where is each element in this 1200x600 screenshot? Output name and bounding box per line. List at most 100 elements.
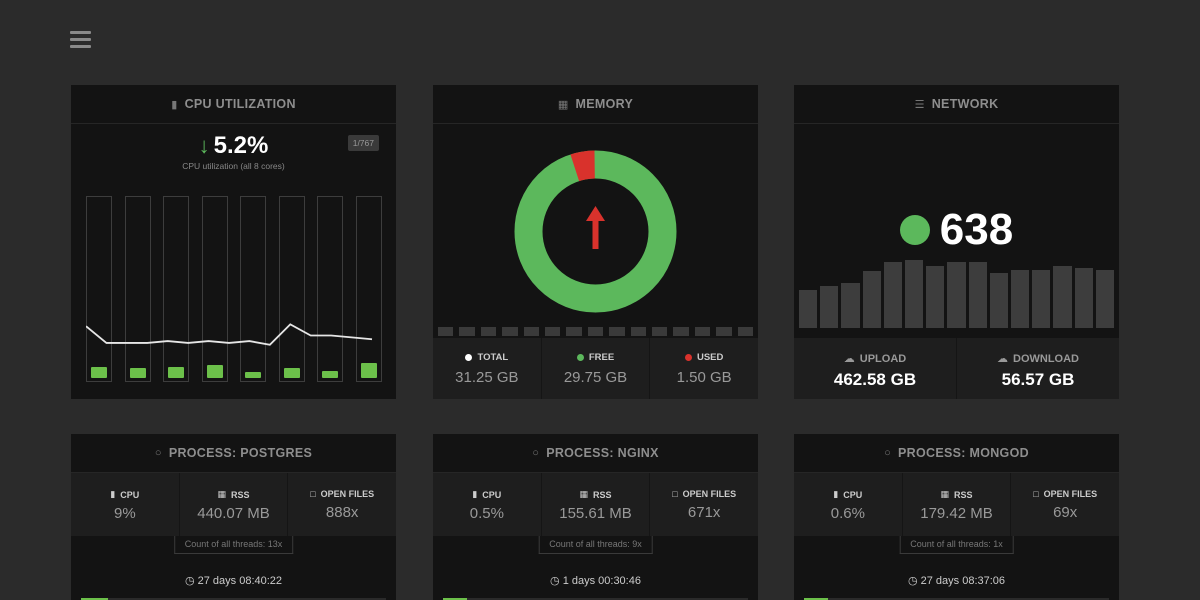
history-badge[interactable]: 1/767 xyxy=(347,135,379,151)
memory-used: USED 1.50 GB xyxy=(650,338,758,399)
uptime-value: 1 days 00:30:46 xyxy=(562,575,641,587)
stat-label: CPU xyxy=(843,489,863,500)
card-title: MEMORY xyxy=(575,97,634,111)
thread-count: Count of all threads: 9x xyxy=(538,536,653,554)
process-uptime: ◷ 27 days 08:37:06 xyxy=(794,574,1119,587)
stat-value: 888x xyxy=(325,504,359,521)
network-bar xyxy=(926,265,945,328)
process-cpu: ▮ CPU 0.6% xyxy=(794,473,903,536)
stat-label: OPEN FILES xyxy=(682,489,737,499)
stat-value: 31.25 GB xyxy=(455,369,519,386)
cpu-core-fill xyxy=(129,367,146,378)
cpu-core-fill xyxy=(283,367,300,378)
network-bar xyxy=(1095,269,1115,328)
memory-stats: TOTAL 31.25 GB FREE 29.75 GB USED 1.50 G… xyxy=(433,338,758,399)
stat-value: 671x xyxy=(687,504,721,521)
cpu-core-column xyxy=(86,196,112,382)
process-uptime: ◷ 27 days 08:40:22 xyxy=(71,574,396,587)
cpu-trend-chart xyxy=(86,323,373,346)
cpu-core-column xyxy=(356,196,382,382)
memory-tick xyxy=(737,327,754,336)
process-open-files: □ OPEN FILES 888x xyxy=(288,473,396,536)
network-bar xyxy=(1074,268,1093,328)
white-dot-icon xyxy=(465,354,473,361)
network-list-icon: ☰ xyxy=(914,98,925,111)
stat-label: USED xyxy=(696,352,724,363)
cpu-core-column xyxy=(163,196,190,382)
memory-tick xyxy=(716,327,732,336)
process-rss: ▦ RSS 440.07 MB xyxy=(180,473,289,536)
thread-count: Count of all threads: 13x xyxy=(173,536,294,554)
stat-value: 155.61 MB xyxy=(559,505,632,522)
process-stats: ▮ CPU 0.6% ▦ RSS 179.42 MB □ OPEN FILES 69x xyxy=(794,473,1119,536)
folder-icon: □ xyxy=(310,489,316,499)
memory-tick xyxy=(566,327,582,336)
process-rss: ▦ RSS 155.61 MB xyxy=(542,473,651,536)
process-load-bar xyxy=(804,598,1109,600)
cpu-core-fill xyxy=(361,363,377,378)
process-load-fill xyxy=(81,598,109,600)
process-card-nginx: ○ PROCESS: NGINX ▮ CPU 0.5% ▦ RSS 155.61 MB … xyxy=(433,434,758,600)
cpu-core-column xyxy=(240,196,267,382)
stat-value: 0.6% xyxy=(830,505,865,522)
cloud-upload-icon: ☁ xyxy=(843,353,855,365)
network-bar xyxy=(1011,269,1030,328)
stat-label: UPLOAD xyxy=(859,352,907,365)
memory-total: TOTAL 31.25 GB xyxy=(433,338,542,399)
process-cpu: ▮ CPU 0.5% xyxy=(433,473,542,536)
process-load-bar xyxy=(81,598,386,600)
stat-value: 1.50 GB xyxy=(676,369,732,386)
folder-icon: □ xyxy=(1033,489,1039,499)
stat-value: 69x xyxy=(1053,504,1078,521)
stat-label: DOWNLOAD xyxy=(1013,352,1079,365)
network-bar xyxy=(968,262,987,328)
memory-free: FREE 29.75 GB xyxy=(542,338,651,399)
uptime-value: 27 days 08:40:22 xyxy=(197,575,283,587)
memory-tick xyxy=(438,327,454,336)
network-bar xyxy=(947,262,966,328)
card-header: ○ PROCESS: MONGOD xyxy=(794,434,1119,473)
stat-value: 440.07 MB xyxy=(197,505,270,522)
hamburger-menu-icon[interactable] xyxy=(70,31,91,49)
cpu-chip-icon: ▮ xyxy=(833,489,839,499)
process-stats: ▮ CPU 0.5% ▦ RSS 155.61 MB □ OPEN FILES 671x xyxy=(433,473,758,536)
clock-icon: ◷ xyxy=(184,575,195,587)
card-title: PROCESS: MONGOD xyxy=(898,446,1029,460)
stat-value: 29.75 GB xyxy=(563,369,628,386)
network-bar xyxy=(883,262,903,328)
cpu-utilization-card: ▮ CPU UTILIZATION ↓ 5.2% CPU utilization… xyxy=(71,85,396,399)
card-header: ☰ NETWORK xyxy=(794,85,1119,124)
memory-tick xyxy=(587,327,604,336)
process-card-mongod: ○ PROCESS: MONGOD ▮ CPU 0.6% ▦ RSS 179.42 MB… xyxy=(794,434,1119,600)
stat-value: 56.57 GB xyxy=(1001,370,1075,389)
circle-icon: ○ xyxy=(154,447,162,459)
card-header: ○ PROCESS: POSTGRES xyxy=(71,434,396,473)
network-upload: ☁ UPLOAD 462.58 GB xyxy=(794,338,957,399)
cloud-download-icon: ☁ xyxy=(997,353,1008,365)
memory-tick xyxy=(459,327,475,336)
stat-value: 462.58 GB xyxy=(833,370,917,389)
clock-icon: ◷ xyxy=(550,575,560,587)
memory-tick xyxy=(502,327,518,336)
cpu-chip-icon: ▮ xyxy=(171,98,178,111)
network-stats: ☁ UPLOAD 462.58 GB ☁ DOWNLOAD 56.57 GB xyxy=(794,338,1119,399)
card-title: PROCESS: POSTGRES xyxy=(168,446,313,460)
network-bar xyxy=(989,273,1009,328)
network-value: 638 xyxy=(939,205,1014,254)
process-load-fill xyxy=(443,598,468,600)
cpu-core-fill xyxy=(168,366,185,378)
stat-label: CPU xyxy=(482,489,502,500)
card-header: ▮ CPU UTILIZATION xyxy=(71,85,396,124)
process-rss: ▦ RSS 179.42 MB xyxy=(903,473,1012,536)
cpu-core-fill xyxy=(206,364,223,378)
stat-label: RSS xyxy=(231,489,250,500)
card-header: ▦ MEMORY xyxy=(433,85,758,124)
process-load-bar xyxy=(443,598,748,600)
stat-label: TOTAL xyxy=(477,352,509,363)
circle-icon: ○ xyxy=(884,447,892,459)
red-dot-icon xyxy=(684,354,692,361)
network-bar xyxy=(841,282,860,328)
memory-tick xyxy=(523,327,540,336)
stat-value: 9% xyxy=(113,505,136,522)
memory-tick xyxy=(545,327,561,336)
